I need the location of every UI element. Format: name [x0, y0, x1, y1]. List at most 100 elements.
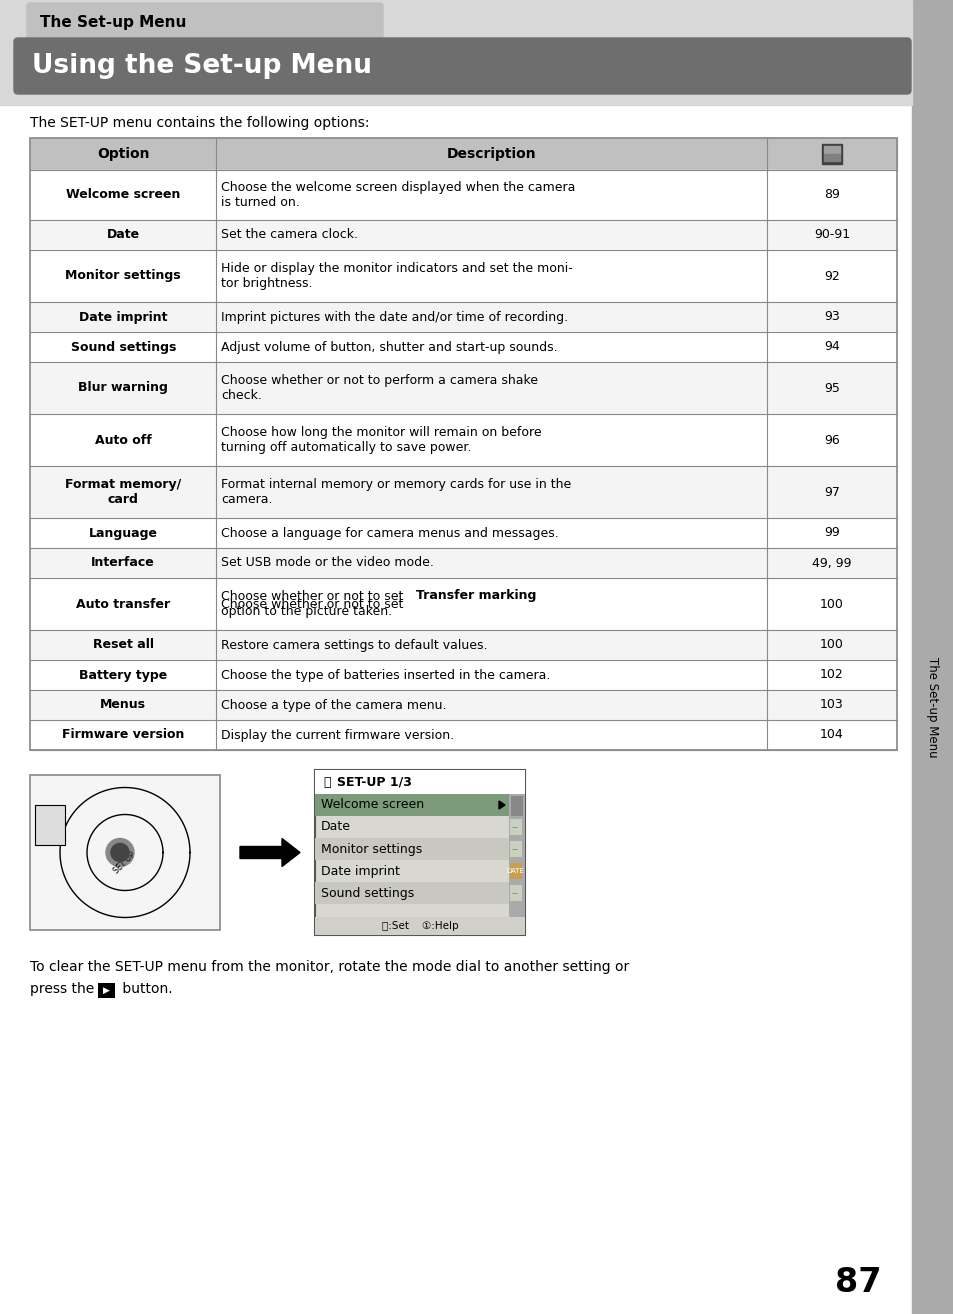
Text: 🔧: 🔧 — [323, 775, 330, 788]
Text: Menus: Menus — [100, 699, 146, 711]
Bar — [30, 361, 896, 414]
Bar — [35, 805, 65, 845]
Text: SET-UP 1/3: SET-UP 1/3 — [336, 775, 412, 788]
Text: Option: Option — [97, 147, 150, 162]
Bar — [30, 629, 896, 660]
Text: 95: 95 — [823, 381, 839, 394]
Bar — [98, 983, 115, 999]
Text: 49, 99: 49, 99 — [811, 557, 851, 569]
Text: 100: 100 — [820, 639, 843, 652]
Text: Choose how long the monitor will remain on before
turning off automatically to s: Choose how long the monitor will remain … — [221, 426, 541, 455]
Text: SET UP: SET UP — [112, 850, 137, 875]
Text: press the: press the — [30, 982, 94, 996]
Bar — [30, 138, 896, 170]
Text: 102: 102 — [820, 669, 843, 682]
Polygon shape — [240, 838, 299, 866]
Text: 96: 96 — [823, 434, 839, 447]
Bar — [510, 841, 521, 857]
Text: Choose whether or not to set: Choose whether or not to set — [221, 590, 407, 603]
Text: Choose the welcome screen displayed when the camera
is turned on.: Choose the welcome screen displayed when… — [221, 181, 576, 209]
Text: 97: 97 — [823, 485, 839, 498]
Bar — [509, 794, 524, 918]
Text: Choose whether or not to set: Choose whether or not to set — [221, 598, 412, 611]
Text: Language: Language — [89, 527, 157, 540]
Bar — [30, 775, 220, 930]
Text: Reset all: Reset all — [92, 639, 153, 652]
Text: Auto transfer: Auto transfer — [76, 598, 170, 611]
Text: DATE: DATE — [505, 869, 523, 874]
Text: Format memory/
card: Format memory/ card — [65, 478, 181, 506]
Text: Choose a type of the camera menu.: Choose a type of the camera menu. — [221, 699, 446, 711]
Text: 90-91: 90-91 — [813, 229, 849, 242]
Text: 89: 89 — [823, 188, 839, 201]
Bar — [30, 548, 896, 578]
Polygon shape — [498, 802, 504, 809]
Text: Hide or display the monitor indicators and set the moni-
tor brightness.: Hide or display the monitor indicators a… — [221, 261, 573, 290]
Bar — [314, 838, 509, 859]
Text: 103: 103 — [820, 699, 843, 711]
Text: Monitor settings: Monitor settings — [320, 842, 422, 855]
Text: Imprint pictures with the date and/or time of recording.: Imprint pictures with the date and/or ti… — [221, 310, 568, 323]
Bar — [30, 466, 896, 518]
Text: --: -- — [511, 888, 518, 897]
Text: Auto off: Auto off — [94, 434, 152, 447]
Text: 104: 104 — [820, 728, 843, 741]
Text: Set USB mode or the video mode.: Set USB mode or the video mode. — [221, 557, 434, 569]
Text: Interface: Interface — [91, 557, 155, 569]
Text: 94: 94 — [823, 340, 839, 353]
Bar — [30, 518, 896, 548]
Text: ▶: ▶ — [103, 986, 110, 995]
Text: Sound settings: Sound settings — [71, 340, 175, 353]
Text: Firmware version: Firmware version — [62, 728, 184, 741]
Text: 92: 92 — [823, 269, 839, 283]
Text: The SET-UP menu contains the following options:: The SET-UP menu contains the following o… — [30, 116, 369, 130]
Bar — [821, 145, 841, 164]
Text: 93: 93 — [823, 310, 839, 323]
Text: 87: 87 — [835, 1265, 882, 1298]
Text: Choose a language for camera menus and messages.: Choose a language for camera menus and m… — [221, 527, 558, 540]
Bar — [510, 819, 521, 834]
Bar — [314, 917, 524, 936]
Text: Restore camera settings to default values.: Restore camera settings to default value… — [221, 639, 487, 652]
Text: Monitor settings: Monitor settings — [66, 269, 181, 283]
Bar — [30, 219, 896, 250]
Text: The Set-up Menu: The Set-up Menu — [925, 657, 939, 757]
Bar — [314, 794, 509, 816]
Text: button.: button. — [118, 982, 172, 996]
Bar — [911, 0, 953, 1314]
Text: Welcome screen: Welcome screen — [320, 799, 424, 812]
Bar — [30, 170, 896, 219]
Text: Choose the type of batteries inserted in the camera.: Choose the type of batteries inserted in… — [221, 669, 550, 682]
Bar — [511, 796, 522, 816]
Text: Date: Date — [107, 229, 140, 242]
Bar — [30, 332, 896, 361]
Text: Display the current firmware version.: Display the current firmware version. — [221, 728, 454, 741]
Text: Date: Date — [320, 820, 351, 833]
FancyBboxPatch shape — [27, 3, 382, 41]
Text: --: -- — [511, 844, 518, 854]
Bar — [0, 0, 911, 105]
Bar — [30, 250, 896, 302]
Text: Description: Description — [446, 147, 536, 162]
Text: option to the picture taken.: option to the picture taken. — [221, 606, 392, 619]
Bar — [823, 154, 839, 162]
Bar — [510, 863, 521, 879]
Bar — [30, 302, 896, 332]
Bar — [823, 146, 839, 154]
Text: Date imprint: Date imprint — [320, 865, 399, 878]
Text: The Set-up Menu: The Set-up Menu — [40, 14, 186, 29]
Text: To clear the SET-UP menu from the monitor, rotate the mode dial to another setti: To clear the SET-UP menu from the monito… — [30, 961, 629, 974]
Bar — [30, 690, 896, 720]
Text: Ⓞ:Set    ①:Help: Ⓞ:Set ①:Help — [381, 921, 457, 932]
Text: Choose whether or not to set █Transfer marking
option to the picture taken.: Choose whether or not to set █Transfer m… — [221, 590, 523, 618]
Text: 100: 100 — [820, 598, 843, 611]
Bar — [30, 578, 896, 629]
Text: Date imprint: Date imprint — [79, 310, 168, 323]
Bar — [510, 886, 521, 901]
Text: Transfer marking: Transfer marking — [416, 590, 537, 603]
Text: Sound settings: Sound settings — [320, 887, 414, 900]
Polygon shape — [106, 838, 133, 866]
Text: Adjust volume of button, shutter and start-up sounds.: Adjust volume of button, shutter and sta… — [221, 340, 558, 353]
Bar — [30, 660, 896, 690]
Text: Battery type: Battery type — [79, 669, 167, 682]
